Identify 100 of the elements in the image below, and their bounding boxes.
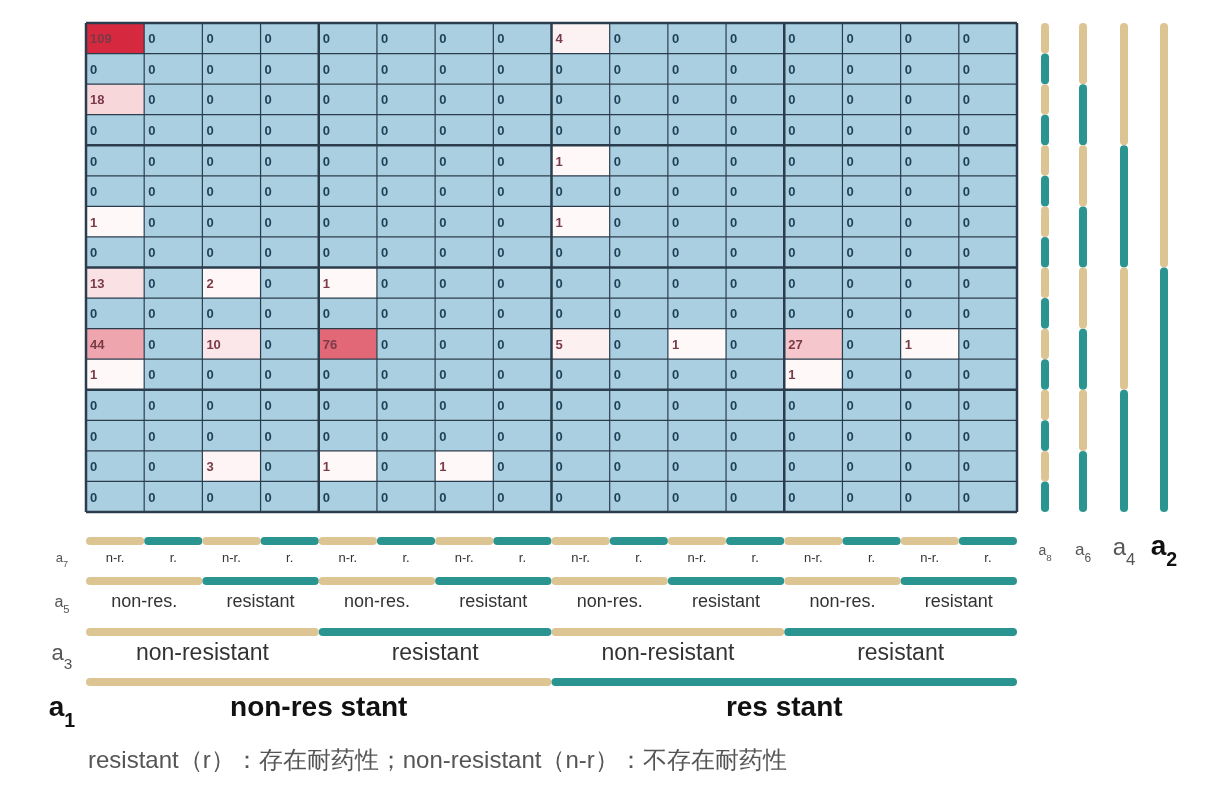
- data-label: 0: [497, 306, 505, 322]
- data-label: 0: [962, 489, 971, 505]
- data-label: 0: [439, 489, 447, 505]
- data-label: 1: [555, 214, 563, 230]
- data-label: 0: [380, 428, 389, 444]
- data-label: 0: [264, 61, 272, 77]
- text: resistant: [391, 639, 480, 665]
- x-tick-label: r.: [518, 550, 527, 565]
- data-label: 1: [439, 459, 447, 475]
- data-label: 0: [846, 245, 854, 261]
- data-label: 0: [322, 428, 330, 444]
- data-label: 0: [264, 122, 272, 138]
- data-label: 0: [962, 275, 971, 291]
- data-label: 0: [322, 214, 330, 230]
- data-label: 0: [904, 31, 912, 47]
- x-tick-label: r.: [635, 550, 643, 565]
- data-label: 2: [206, 275, 214, 291]
- data-label: 0: [613, 398, 621, 414]
- data-label: 0: [846, 489, 854, 505]
- data-label: 0: [846, 336, 854, 352]
- text: res stant: [725, 691, 843, 722]
- data-label: 0: [962, 398, 971, 414]
- data-label: 0: [206, 306, 214, 322]
- data-label: 0: [671, 489, 680, 505]
- x-tick-label: r.: [867, 550, 876, 565]
- data-label: 0: [671, 153, 680, 169]
- data-label: 4: [555, 31, 564, 47]
- text: non-res.: [343, 591, 410, 611]
- data-label: 0: [730, 153, 738, 169]
- data-label: 0: [846, 92, 854, 108]
- data-label: 0: [613, 214, 621, 230]
- data-label: 0: [264, 275, 272, 291]
- text: non-resistant: [135, 639, 270, 665]
- data-label: 0: [90, 245, 98, 261]
- data-label: 0: [148, 459, 156, 475]
- data-label: 0: [962, 245, 971, 261]
- data-label: 0: [439, 122, 447, 138]
- data-label: 0: [322, 245, 330, 261]
- data-label: 0: [555, 367, 563, 383]
- data-label: 0: [90, 398, 98, 414]
- data-label: 0: [788, 153, 796, 169]
- data-label: 44: [90, 336, 106, 352]
- text: non-res stant: [230, 691, 408, 722]
- data-label: 0: [788, 306, 796, 322]
- data-label: 0: [206, 245, 214, 261]
- data-label: 0: [439, 275, 447, 291]
- data-label: 0: [671, 459, 680, 475]
- data-label: 0: [380, 275, 389, 291]
- data-label: 0: [730, 122, 738, 138]
- x-tick-label: n-r.: [571, 550, 590, 565]
- data-label: 0: [904, 153, 912, 169]
- data-label: 0: [613, 122, 621, 138]
- data-label: 0: [148, 275, 156, 291]
- data-label: 0: [846, 459, 854, 475]
- data-label: 0: [206, 398, 214, 414]
- data-label: 0: [671, 31, 680, 47]
- x-tick-label: n-r.: [803, 550, 823, 565]
- data-label: 109: [90, 31, 112, 47]
- data-label: 0: [148, 153, 156, 169]
- data-label: 1: [90, 214, 98, 230]
- data-label: 0: [497, 92, 505, 108]
- data-label: 0: [148, 61, 156, 77]
- data-label: 0: [788, 214, 796, 230]
- text: resistant（r）：存在耐药性；non-resistant（n-r）：不存在耐药性: [88, 746, 787, 773]
- data-label: 0: [439, 92, 447, 108]
- x-tick-label: r.: [286, 550, 294, 565]
- data-label: 0: [264, 336, 272, 352]
- data-label: 0: [846, 275, 854, 291]
- data-label: 0: [962, 214, 971, 230]
- x-tick-label: n-r.: [222, 550, 241, 565]
- data-label: 0: [788, 428, 796, 444]
- data-label: 0: [264, 489, 272, 505]
- data-label: 0: [846, 398, 854, 414]
- data-label: 0: [264, 245, 272, 261]
- data-label: 0: [380, 61, 389, 77]
- data-label: 0: [555, 275, 563, 291]
- data-label: 0: [613, 459, 621, 475]
- data-label: 0: [730, 367, 738, 383]
- x-tick-label: n-r.: [338, 550, 358, 565]
- data-label: 0: [904, 214, 912, 230]
- data-label: 0: [555, 489, 563, 505]
- data-label: 0: [90, 489, 98, 505]
- data-label: 0: [788, 61, 796, 77]
- data-label: 0: [380, 398, 389, 414]
- data-label: 0: [846, 61, 854, 77]
- data-label: 0: [613, 367, 621, 383]
- data-label: 0: [904, 459, 912, 475]
- data-label: 27: [788, 336, 803, 352]
- data-label: 0: [846, 306, 854, 322]
- data-label: 0: [90, 306, 98, 322]
- data-label: 0: [613, 31, 621, 47]
- x-tick-label: n-r.: [105, 550, 125, 565]
- data-label: 0: [148, 122, 156, 138]
- data-label: 0: [497, 398, 505, 414]
- data-label: 0: [962, 122, 971, 138]
- text: non-res.: [111, 591, 178, 611]
- data-label: 0: [497, 336, 505, 352]
- data-label: 0: [90, 184, 98, 200]
- data-label: 0: [613, 153, 621, 169]
- data-label: 0: [497, 184, 505, 200]
